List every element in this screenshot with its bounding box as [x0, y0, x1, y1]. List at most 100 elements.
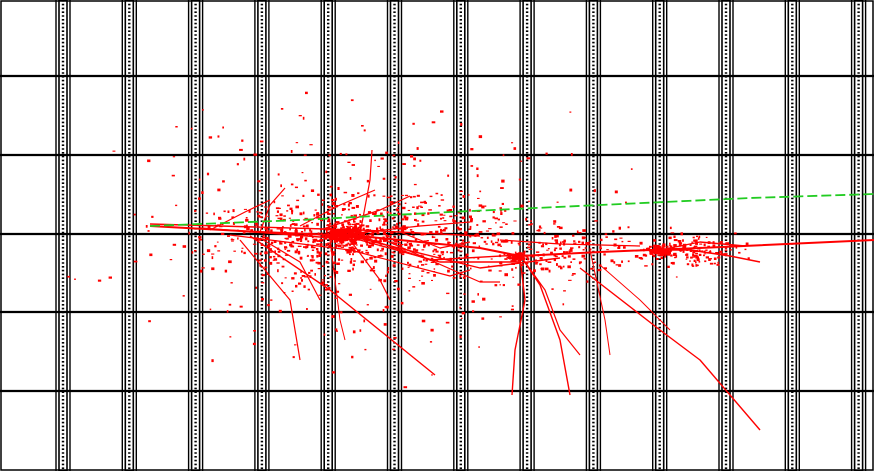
- hit: [381, 247, 384, 250]
- hit: [508, 256, 511, 259]
- hit: [494, 284, 498, 287]
- hit: [672, 261, 675, 265]
- hit: [499, 207, 502, 210]
- hit: [403, 227, 407, 230]
- hit: [421, 220, 425, 223]
- hit: [259, 140, 264, 143]
- hit: [744, 248, 747, 251]
- hit: [258, 190, 261, 192]
- hit: [572, 273, 576, 275]
- hit: [445, 238, 449, 241]
- track: [329, 221, 471, 237]
- hit: [413, 183, 417, 186]
- hit: [590, 267, 593, 270]
- hit: [266, 273, 269, 275]
- hit: [438, 205, 441, 207]
- hit: [354, 223, 357, 227]
- hit: [286, 249, 291, 252]
- hit: [580, 261, 582, 264]
- hit: [510, 240, 513, 244]
- hit: [441, 253, 444, 256]
- hit: [281, 195, 284, 197]
- hit: [318, 251, 322, 255]
- hit: [336, 230, 339, 234]
- hit: [417, 265, 419, 268]
- hit: [228, 303, 232, 306]
- hit: [553, 249, 556, 252]
- hit: [284, 254, 289, 256]
- hit: [365, 249, 368, 252]
- hit: [582, 229, 586, 232]
- hit: [517, 283, 521, 286]
- hit: [284, 277, 287, 279]
- hit: [374, 159, 376, 162]
- hit: [578, 240, 581, 243]
- hit: [315, 261, 319, 264]
- hit: [334, 197, 337, 201]
- hit: [425, 259, 428, 262]
- hit: [292, 220, 295, 222]
- hit: [366, 243, 369, 246]
- hit: [423, 233, 427, 236]
- hit: [698, 249, 701, 252]
- hit: [295, 142, 299, 144]
- hit: [404, 228, 407, 231]
- hit: [404, 194, 409, 197]
- hit: [264, 227, 269, 230]
- hit: [478, 346, 480, 348]
- hit: [447, 269, 450, 273]
- hit: [327, 213, 331, 215]
- hit: [469, 208, 471, 212]
- hit: [402, 163, 406, 165]
- hit: [500, 187, 504, 189]
- hit: [447, 241, 450, 244]
- hit: [331, 237, 336, 240]
- hit: [412, 122, 415, 125]
- hit: [525, 261, 529, 265]
- hit: [334, 232, 337, 236]
- hit: [396, 287, 400, 291]
- hit: [231, 216, 235, 219]
- hit: [382, 309, 385, 312]
- hit: [499, 226, 503, 228]
- hit: [531, 256, 535, 258]
- hit: [217, 135, 220, 138]
- hit: [267, 304, 270, 307]
- hit: [349, 253, 351, 256]
- hit: [449, 251, 454, 254]
- hit: [738, 251, 741, 254]
- hit: [217, 250, 221, 252]
- hit: [396, 222, 398, 226]
- hit: [511, 268, 514, 271]
- hit: [335, 330, 338, 332]
- hit: [323, 274, 326, 277]
- hit: [387, 267, 390, 270]
- hit: [229, 336, 232, 338]
- hit: [321, 199, 325, 201]
- hit: [201, 191, 204, 194]
- hit: [472, 242, 476, 245]
- hit: [563, 239, 566, 243]
- hit: [499, 284, 501, 286]
- hit: [331, 207, 334, 209]
- hit: [584, 247, 587, 249]
- hit: [362, 227, 365, 230]
- track: [329, 239, 346, 341]
- hit: [554, 255, 558, 258]
- hit: [253, 153, 258, 156]
- hit: [713, 257, 717, 260]
- hit: [589, 240, 592, 242]
- hit: [294, 344, 297, 346]
- hit: [403, 386, 408, 389]
- hit: [259, 216, 263, 218]
- hit: [291, 223, 295, 225]
- hit: [389, 212, 392, 216]
- hit: [447, 174, 450, 177]
- hit: [377, 255, 381, 257]
- hit: [470, 165, 474, 167]
- hit: [291, 212, 293, 215]
- hit: [670, 262, 674, 265]
- hit: [546, 249, 549, 251]
- hit: [544, 267, 549, 271]
